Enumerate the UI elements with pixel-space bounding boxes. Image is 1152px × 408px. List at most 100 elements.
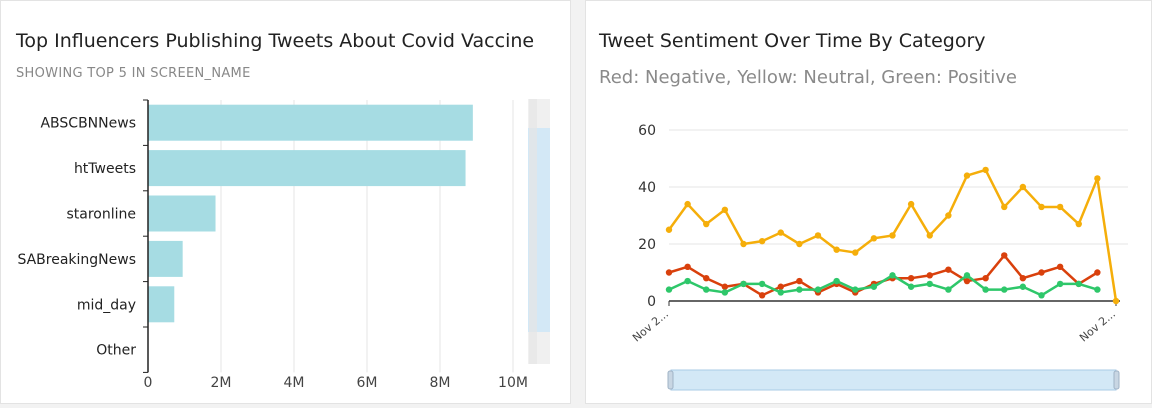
data-point[interactable]: [1094, 175, 1101, 182]
data-point[interactable]: [907, 283, 915, 290]
data-point[interactable]: [721, 206, 729, 213]
data-point[interactable]: [777, 289, 784, 296]
data-point[interactable]: [703, 275, 710, 282]
y-tick-label: 60: [638, 123, 656, 139]
x-tick-label: 4M: [284, 375, 305, 391]
bar[interactable]: [148, 240, 183, 277]
series-line: [668, 274, 1098, 297]
category-label: ABSCBNNews: [40, 116, 136, 132]
x-tick-label: 0: [144, 375, 153, 391]
data-point[interactable]: [703, 286, 710, 293]
y-tick-label: 40: [638, 180, 656, 196]
sentiment-chart-panel: Tweet Sentiment Over Time By Category Re…: [585, 0, 1152, 404]
data-point[interactable]: [665, 226, 673, 233]
data-point[interactable]: [777, 229, 784, 236]
data-point[interactable]: [1056, 203, 1064, 211]
bar[interactable]: [148, 195, 216, 232]
data-point[interactable]: [833, 246, 840, 253]
data-point[interactable]: [907, 275, 915, 282]
data-point[interactable]: [740, 280, 747, 288]
sentiment-line-chart: 0 20 40 60 Nov 2... Nov 2...: [630, 123, 1128, 391]
data-point[interactable]: [870, 283, 878, 290]
data-point[interactable]: [926, 232, 933, 239]
data-point[interactable]: [1038, 292, 1045, 299]
data-point[interactable]: [796, 240, 803, 248]
category-label: mid_day: [77, 297, 136, 313]
influencers-chart-subtitle: SHOWING TOP 5 IN SCREEN_NAME: [16, 66, 251, 81]
data-point[interactable]: [814, 232, 822, 239]
data-point[interactable]: [703, 220, 710, 228]
data-point[interactable]: [1056, 263, 1064, 270]
data-point[interactable]: [684, 200, 691, 208]
data-point[interactable]: [982, 166, 989, 174]
data-point[interactable]: [1001, 252, 1008, 259]
range-slider-right-handle[interactable]: [1113, 370, 1120, 390]
data-point[interactable]: [796, 286, 803, 293]
sentiment-chart-title: Tweet Sentiment Over Time By Category: [599, 30, 986, 52]
data-point[interactable]: [982, 275, 989, 282]
data-point[interactable]: [665, 286, 673, 293]
data-point[interactable]: [1094, 286, 1101, 293]
category-label: Other: [96, 343, 136, 359]
data-point[interactable]: [777, 283, 784, 290]
data-point[interactable]: [758, 280, 766, 288]
data-point[interactable]: [889, 272, 896, 279]
data-point[interactable]: [796, 277, 803, 285]
data-point[interactable]: [1038, 269, 1045, 276]
range-slider[interactable]: [670, 369, 1117, 391]
data-point[interactable]: [907, 200, 915, 208]
sentiment-chart-subtitle: Red: Negative, Yellow: Neutral, Green: P…: [599, 67, 1017, 88]
data-point[interactable]: [1019, 283, 1027, 290]
data-point[interactable]: [833, 277, 840, 285]
range-slider-left-handle[interactable]: [667, 370, 674, 390]
category-label: SABreakingNews: [17, 252, 136, 268]
data-point[interactable]: [1019, 275, 1027, 282]
data-point[interactable]: [926, 272, 933, 279]
data-point[interactable]: [963, 277, 971, 285]
bar[interactable]: [148, 286, 175, 323]
data-point[interactable]: [945, 212, 952, 219]
data-point[interactable]: [758, 237, 766, 245]
data-point[interactable]: [1038, 203, 1045, 211]
x-tick-label: 2M: [211, 375, 232, 391]
data-point[interactable]: [1112, 297, 1120, 305]
data-point[interactable]: [963, 172, 971, 179]
x-tick-label: 6M: [357, 375, 378, 391]
data-point[interactable]: [963, 272, 971, 279]
data-point[interactable]: [758, 292, 766, 299]
data-point[interactable]: [721, 289, 729, 296]
data-point[interactable]: [889, 232, 896, 239]
bar[interactable]: [148, 104, 473, 141]
data-point[interactable]: [1019, 183, 1027, 191]
data-point[interactable]: [684, 263, 691, 270]
influencers-bar-chart: ABSCBNNews htTweets staronline SABreakingNe…: [17, 99, 550, 391]
x-tick-label: Nov 2...: [630, 307, 671, 344]
data-point[interactable]: [870, 235, 878, 242]
data-point[interactable]: [1075, 280, 1082, 288]
data-point[interactable]: [1001, 286, 1008, 293]
data-point[interactable]: [926, 280, 933, 288]
data-point[interactable]: [852, 249, 859, 256]
data-point[interactable]: [1056, 280, 1064, 288]
scrollbar-handle[interactable]: [529, 99, 537, 364]
y-tick-label: 20: [638, 237, 656, 253]
x-tick-label: 10M: [498, 375, 528, 391]
data-point[interactable]: [1001, 203, 1008, 211]
data-point[interactable]: [684, 277, 691, 285]
data-point[interactable]: [1075, 220, 1082, 228]
data-point[interactable]: [982, 286, 989, 293]
data-point[interactable]: [1094, 269, 1101, 276]
y-tick-label: 0: [647, 294, 656, 310]
bar[interactable]: [148, 150, 466, 187]
category-label: htTweets: [74, 161, 136, 177]
data-point[interactable]: [814, 286, 822, 293]
data-point[interactable]: [945, 266, 952, 273]
data-point[interactable]: [721, 283, 729, 290]
data-point[interactable]: [945, 286, 952, 293]
influencers-chart-title: Top Influencers Publishing Tweets About …: [16, 30, 535, 52]
x-tick-label: 8M: [430, 375, 451, 391]
data-point[interactable]: [665, 269, 673, 276]
data-point[interactable]: [740, 240, 747, 248]
data-point[interactable]: [852, 286, 859, 293]
x-tick-label: Nov 2...: [1077, 307, 1118, 344]
